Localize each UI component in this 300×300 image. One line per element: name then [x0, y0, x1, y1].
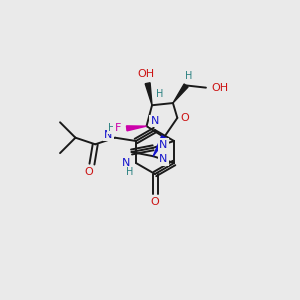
Text: O: O [151, 197, 159, 207]
Text: OH: OH [137, 69, 154, 79]
Polygon shape [153, 136, 166, 156]
Text: H: H [156, 89, 164, 99]
Text: OH: OH [212, 82, 229, 93]
Text: N: N [159, 140, 167, 150]
Polygon shape [127, 126, 146, 131]
Text: N: N [104, 130, 112, 140]
Polygon shape [145, 83, 152, 105]
Text: F: F [115, 123, 121, 133]
Text: H: H [185, 71, 193, 81]
Polygon shape [173, 84, 188, 103]
Text: N: N [159, 154, 167, 164]
Text: N: N [151, 116, 159, 126]
Text: O: O [85, 167, 93, 177]
Text: N: N [122, 158, 130, 168]
Text: H: H [126, 167, 134, 177]
Text: H: H [108, 123, 116, 133]
Text: O: O [180, 113, 189, 123]
